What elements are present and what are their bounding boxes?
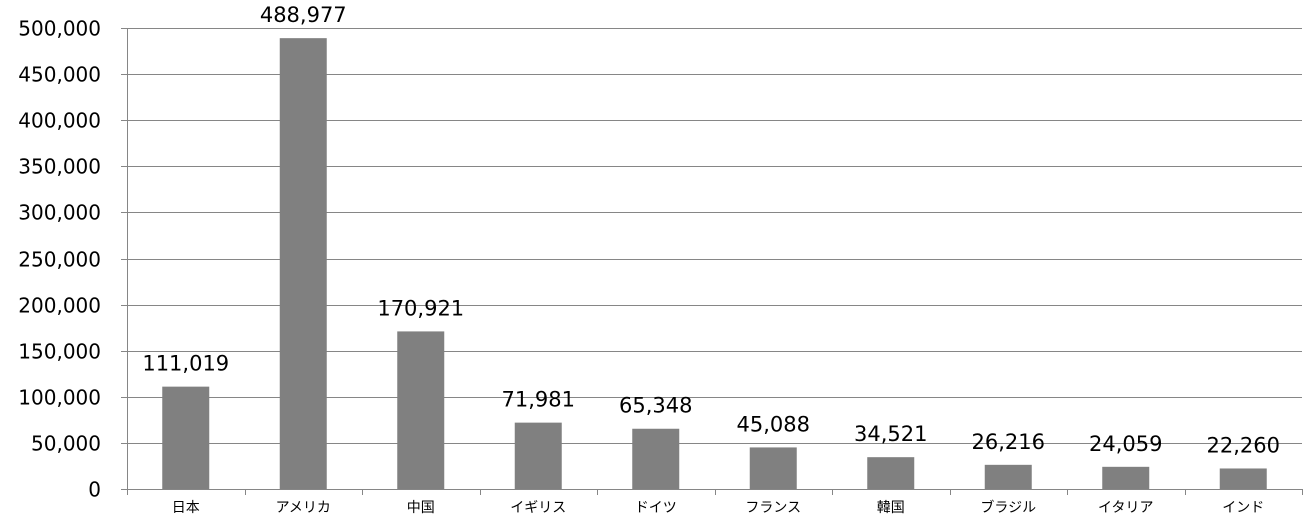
data-label: 26,216: [972, 430, 1045, 454]
bar: [632, 428, 680, 489]
data-label: 488,977: [260, 3, 347, 27]
bar: [397, 331, 445, 489]
bar: [1102, 466, 1150, 489]
data-label: 65,348: [619, 394, 692, 418]
axes: [121, 28, 1303, 495]
data-label: 22,260: [1207, 433, 1280, 457]
data-label: 170,921: [377, 296, 464, 320]
y-tick-label: 400,000: [18, 109, 101, 133]
x-tick-label: 中国: [407, 500, 435, 516]
y-tick-label: 50,000: [31, 432, 101, 456]
data-labels: 111,019 488,977 170,921 71,981 65,348 45,088 3…: [142, 3, 1280, 457]
x-tick-label: ドイツ: [635, 500, 677, 516]
x-tick-label: アメリカ: [276, 500, 331, 516]
x-tick-label: 日本: [172, 500, 200, 516]
y-tick-label: 100,000: [18, 386, 101, 410]
y-tick-label: 150,000: [18, 340, 101, 364]
data-label: 111,019: [142, 352, 229, 376]
x-tick-label: イギリス: [510, 500, 566, 516]
x-tick-label: 韓国: [877, 500, 905, 516]
data-label: 24,059: [1089, 432, 1162, 456]
data-label: 34,521: [854, 422, 927, 446]
data-label: 45,088: [737, 412, 810, 436]
y-tick-label: 350,000: [18, 155, 101, 179]
x-axis-tick-labels: 日本 アメリカ 中国 イギリス ドイツ フランス 韓国 ブラジル イタリア インド: [172, 499, 1265, 516]
y-tick-label: 250,000: [18, 248, 101, 272]
bar: [279, 38, 327, 489]
bar: [1219, 468, 1267, 489]
bar: [162, 386, 210, 489]
y-tick-label: 200,000: [18, 294, 101, 318]
y-tick-label: 450,000: [18, 63, 101, 87]
bar: [984, 464, 1032, 489]
bar: [514, 422, 562, 489]
x-tick-label: インド: [1222, 500, 1264, 516]
bar: [749, 447, 797, 489]
y-tick-label: 300,000: [18, 201, 101, 225]
y-axis-tick-labels: 0 50,000 100,000 150,000 200,000 250,000 300,0…: [18, 17, 101, 502]
bars: [162, 38, 1267, 489]
x-tick-label: イタリア: [1098, 500, 1153, 516]
x-tick-label: フランス: [745, 500, 801, 516]
bar: [867, 457, 915, 489]
data-label: 71,981: [502, 388, 575, 412]
x-tick-label: ブラジル: [980, 499, 1036, 516]
y-tick-label: 500,000: [18, 17, 101, 41]
y-tick-label: 0: [88, 478, 101, 502]
